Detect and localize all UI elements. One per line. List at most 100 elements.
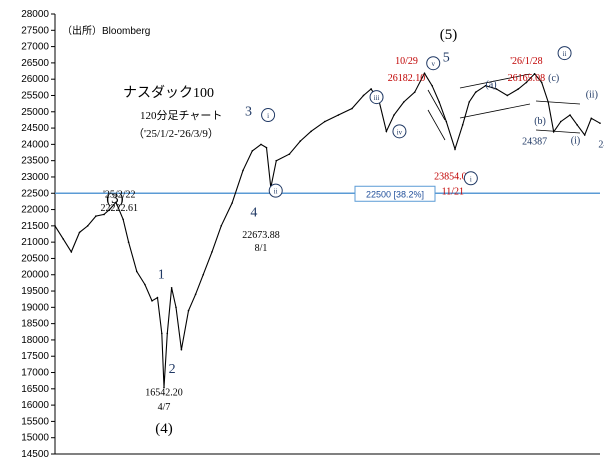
wave-circle-label: ii <box>563 50 567 58</box>
wave-circle-label: v <box>431 60 435 68</box>
wave-annotations: (3)'25/2/22 22222.61 1 2 16542.20 4/7 (4) 3 4 226… <box>101 27 604 437</box>
wave-annotation: (a) <box>485 79 496 90</box>
price-point <box>583 134 586 136</box>
y-tick-label: 20000 <box>21 270 49 281</box>
price-point <box>265 146 268 149</box>
price-point <box>54 225 56 227</box>
price-point <box>187 309 190 312</box>
price-point <box>86 225 89 227</box>
price-point <box>484 84 487 87</box>
price-point <box>151 300 153 302</box>
price-point <box>62 238 64 240</box>
chart-title: ナスダック100 <box>123 85 214 101</box>
price-point <box>156 296 159 299</box>
reference-line-box <box>354 185 436 202</box>
price-point <box>599 122 601 124</box>
wave-annotation: (ii) <box>586 89 598 100</box>
wave-annotation: (4) <box>155 421 173 437</box>
wave-annotation: 24289 <box>598 140 604 151</box>
y-tick-label: 19500 <box>21 286 49 297</box>
wave-circle-label: iv <box>397 128 403 136</box>
y-tick-label: 22000 <box>21 205 49 216</box>
price-point <box>161 332 163 335</box>
wave-annotation: 1 <box>158 268 165 283</box>
price-point <box>211 251 213 253</box>
wave-annotation: (3) <box>106 191 124 207</box>
wave-annotation: (5) <box>440 27 458 43</box>
price-point <box>108 208 111 211</box>
price-point <box>275 159 278 162</box>
price-point <box>166 332 169 335</box>
reference-line-label: 22500 [38.2%] <box>366 189 424 199</box>
wave-annotation: (i) <box>571 135 580 146</box>
price-point <box>175 306 177 309</box>
price-point <box>362 94 365 97</box>
price-point <box>180 348 183 351</box>
wave-annotation: (b) <box>534 116 546 127</box>
wave-circle <box>392 124 407 139</box>
wave-circle <box>268 183 283 198</box>
price-point <box>163 386 165 389</box>
price-point <box>310 130 312 133</box>
trend-line <box>427 89 446 121</box>
wave-annotation: 22222.61 <box>101 203 139 214</box>
price-point <box>135 270 138 273</box>
price-point <box>552 130 555 133</box>
y-tick-label: 24000 <box>21 139 49 150</box>
trend-lines <box>427 73 581 141</box>
wave-circle-label: ii <box>274 188 278 196</box>
price-point <box>461 124 464 126</box>
price-point <box>370 88 372 90</box>
trend-line <box>459 103 531 119</box>
y-tick-label: 18000 <box>21 335 49 346</box>
y-tick-label: 17500 <box>21 351 49 362</box>
price-point <box>454 148 456 150</box>
y-tick-label: 17000 <box>21 368 49 379</box>
y-tick-label: 23000 <box>21 172 49 183</box>
y-tick-label: 16500 <box>21 384 49 395</box>
price-point <box>438 101 441 103</box>
price-point <box>299 140 302 142</box>
wave-annotation: 11/21 <box>442 187 464 198</box>
price-point <box>445 120 448 123</box>
price-point <box>569 114 571 116</box>
y-tick-label: 23500 <box>21 156 49 167</box>
price-point <box>95 215 97 217</box>
y-tick-label: 14500 <box>21 449 49 460</box>
price-point <box>547 101 550 103</box>
wave-circle <box>369 90 384 105</box>
chart-subtitle: 120分足チャート <box>140 109 222 122</box>
y-tick-label: 25500 <box>21 90 49 101</box>
y-tick-label: 27500 <box>21 25 49 36</box>
price-point <box>393 114 395 116</box>
wave-annotation: '26/1/28 <box>510 56 542 67</box>
price-point <box>351 107 353 110</box>
y-tick-label: 16000 <box>21 400 49 411</box>
wave-annotation: 26165.08 <box>508 73 546 84</box>
price-point <box>576 124 578 126</box>
price-point <box>474 91 477 94</box>
y-tick-label: 19000 <box>21 302 49 313</box>
source-label: （出所）Bloomberg <box>62 24 150 37</box>
wave-annotation: 2 <box>169 362 176 377</box>
price-point <box>220 225 223 227</box>
y-axis-ticks: 14500 15000 15500 16000 16500 17000 17500 18000… <box>21 9 55 460</box>
price-point <box>122 218 124 221</box>
price-point <box>403 101 405 103</box>
price-point <box>540 81 543 84</box>
wave-annotation: 5 <box>443 51 450 66</box>
price-point <box>103 213 105 216</box>
wave-annotation: 26182.10 <box>388 73 426 84</box>
y-tick-label: 26500 <box>21 58 49 69</box>
price-point <box>260 143 262 146</box>
price-point <box>468 101 471 103</box>
y-tick-label: 15500 <box>21 416 49 427</box>
wave-circle <box>463 171 478 186</box>
price-point <box>78 231 81 234</box>
y-tick-label: 15000 <box>21 433 49 444</box>
y-tick-label: 18500 <box>21 319 49 330</box>
price-point <box>170 286 173 289</box>
